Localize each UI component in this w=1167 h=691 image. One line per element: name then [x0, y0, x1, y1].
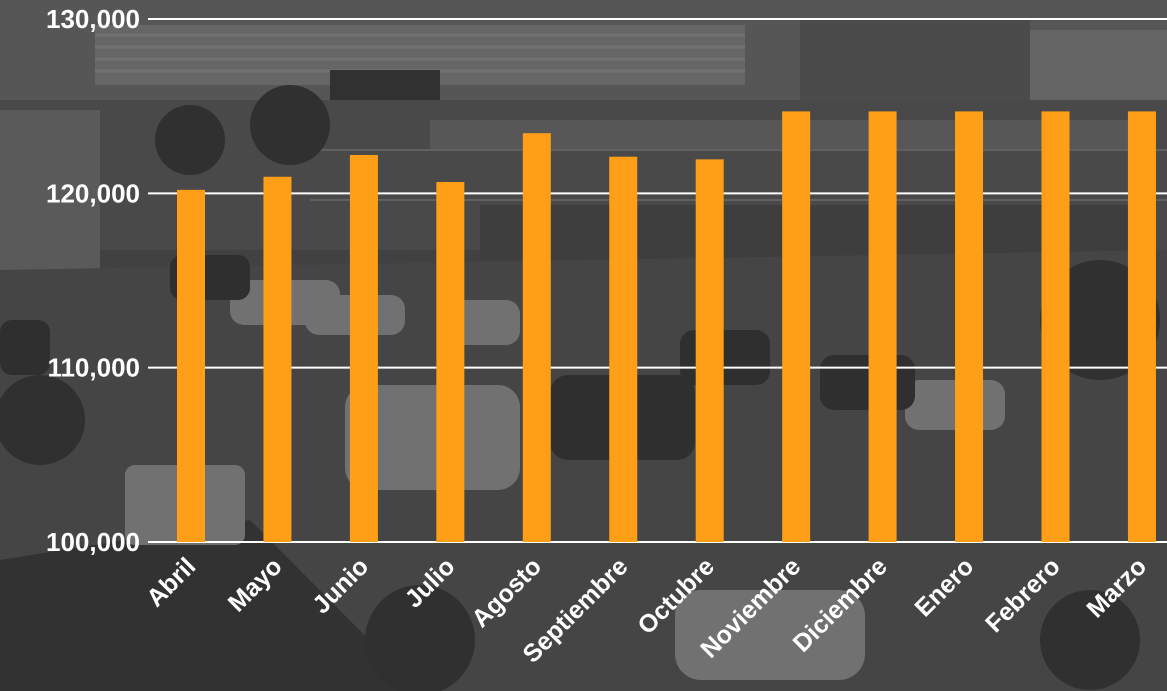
x-tick-label: Agosto	[466, 552, 547, 633]
gridlines	[148, 18, 1167, 543]
x-tick-label: Julio	[400, 552, 461, 613]
bars	[177, 111, 1156, 543]
bar-febrero	[1041, 111, 1070, 542]
bar-abril	[177, 189, 205, 542]
bar-marzo	[1127, 111, 1156, 542]
bar-octubre	[695, 159, 724, 543]
x-tick-label: Febrero	[980, 552, 1066, 638]
bar-junio	[349, 154, 378, 543]
y-tick-label: 120,000	[46, 178, 140, 208]
bar-diciembre	[868, 111, 897, 542]
bar-mayo	[263, 176, 292, 542]
bar-noviembre	[782, 111, 811, 542]
bar-agosto	[522, 133, 551, 542]
x-axis-tick-labels: Abril Mayo Junio Julio AgostoSeptiembreOctub…	[141, 552, 1152, 668]
x-tick-label: Junio	[307, 552, 374, 619]
x-tick-label: Diciembre	[788, 552, 893, 657]
y-tick-label: 100,000	[46, 527, 140, 557]
bar-enero	[955, 111, 984, 542]
y-tick-label: 110,000	[47, 353, 140, 383]
y-axis-tick-labels: 100,000 110,000 120,000 130,000	[46, 4, 140, 557]
x-tick-label: Marzo	[1081, 552, 1152, 623]
x-tick-label: Mayo	[223, 552, 288, 617]
x-tick-label: Enero	[909, 552, 979, 622]
x-tick-label: Octubre	[632, 552, 720, 640]
bar-julio	[436, 182, 465, 543]
x-tick-label: Abril	[141, 552, 201, 612]
y-tick-label: 130,000	[46, 4, 140, 34]
bar-septiembre	[609, 156, 638, 542]
